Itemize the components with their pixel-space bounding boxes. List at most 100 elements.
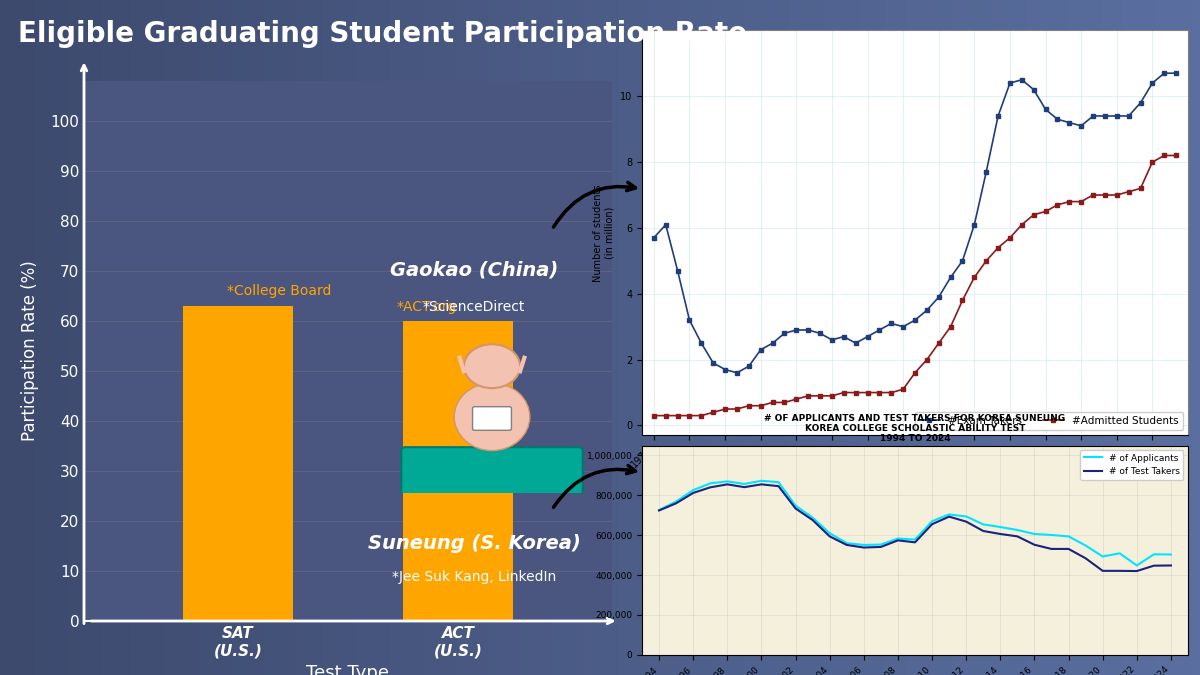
# of Applicants bbox=[1096, 552, 1110, 560]
#Admitted Students bbox=[848, 389, 863, 397]
#Admitted Students bbox=[730, 405, 744, 413]
# of Test Takers bbox=[890, 537, 905, 545]
#Admitted Students bbox=[1169, 151, 1183, 159]
#Admitted Students bbox=[647, 412, 661, 420]
#Admitted Students bbox=[991, 244, 1006, 252]
#Exam Takers bbox=[979, 168, 994, 176]
FancyBboxPatch shape bbox=[401, 448, 583, 496]
#Exam Takers bbox=[730, 369, 744, 377]
# of Applicants bbox=[1044, 531, 1058, 539]
#Exam Takers bbox=[766, 339, 780, 347]
# of Test Takers bbox=[942, 512, 956, 520]
#Exam Takers bbox=[991, 112, 1006, 120]
# of Test Takers bbox=[737, 483, 751, 491]
# of Applicants bbox=[703, 479, 718, 487]
# of Test Takers bbox=[772, 482, 786, 490]
#Exam Takers bbox=[848, 339, 863, 347]
#Exam Takers bbox=[790, 326, 804, 334]
#Admitted Students bbox=[1026, 211, 1040, 219]
#Admitted Students bbox=[1157, 151, 1171, 159]
#Admitted Students bbox=[860, 389, 875, 397]
#Exam Takers bbox=[1145, 79, 1159, 87]
#Exam Takers bbox=[1110, 112, 1124, 120]
# of Applicants bbox=[925, 517, 940, 525]
Bar bbox=[182, 306, 293, 621]
#Exam Takers bbox=[694, 339, 708, 347]
#Exam Takers bbox=[955, 256, 970, 265]
Line: # of Applicants: # of Applicants bbox=[659, 481, 1171, 566]
#Admitted Students bbox=[812, 392, 827, 400]
# of Test Takers bbox=[755, 481, 769, 489]
#Exam Takers bbox=[943, 273, 958, 281]
# of Test Takers bbox=[1096, 567, 1110, 575]
#Exam Takers bbox=[860, 333, 875, 341]
# of Applicants bbox=[1129, 562, 1144, 570]
Text: *Jee Suk Kang, LinkedIn: *Jee Suk Kang, LinkedIn bbox=[392, 570, 556, 584]
Bar bbox=[403, 321, 514, 621]
Text: *ScienceDirect: *ScienceDirect bbox=[422, 300, 526, 314]
#Admitted Students bbox=[671, 412, 685, 420]
# of Applicants bbox=[1079, 541, 1093, 549]
Title: # OF APPLICANTS AND TEST TAKERS FOR KOREA SUNEUNG
KOREA COLLEGE SCHOLASTIC ABILI: # OF APPLICANTS AND TEST TAKERS FOR KORE… bbox=[764, 414, 1066, 443]
#Admitted Students bbox=[1133, 184, 1147, 192]
#Admitted Students bbox=[1098, 191, 1112, 199]
#Admitted Students bbox=[1074, 198, 1088, 206]
#Exam Takers bbox=[1133, 99, 1147, 107]
# of Test Takers bbox=[1147, 562, 1162, 570]
X-axis label: Test Type: Test Type bbox=[306, 664, 390, 675]
#Exam Takers bbox=[1038, 105, 1052, 113]
# of Test Takers bbox=[976, 527, 990, 535]
# of Test Takers bbox=[1027, 541, 1042, 549]
#Admitted Students bbox=[1122, 188, 1136, 196]
# of Test Takers bbox=[720, 481, 734, 489]
#Admitted Students bbox=[836, 389, 851, 397]
# of Test Takers bbox=[994, 530, 1008, 538]
Line: #Exam Takers: #Exam Takers bbox=[652, 71, 1178, 375]
# of Applicants bbox=[755, 477, 769, 485]
#Exam Takers bbox=[647, 234, 661, 242]
Legend: # of Applicants, # of Test Takers: # of Applicants, # of Test Takers bbox=[1080, 450, 1183, 480]
Text: *ACT.org: *ACT.org bbox=[396, 300, 456, 313]
# of Test Takers bbox=[925, 520, 940, 529]
#Exam Takers bbox=[872, 326, 887, 334]
#Exam Takers bbox=[1169, 69, 1183, 77]
#Admitted Students bbox=[754, 402, 768, 410]
# of Applicants bbox=[942, 510, 956, 518]
Y-axis label: Participation Rate (%): Participation Rate (%) bbox=[22, 261, 40, 441]
#Exam Takers bbox=[1003, 79, 1018, 87]
# of Applicants bbox=[772, 478, 786, 486]
# of Test Takers bbox=[1061, 545, 1075, 553]
#Admitted Students bbox=[1062, 198, 1076, 206]
#Admitted Students bbox=[896, 385, 911, 394]
#Admitted Students bbox=[1145, 158, 1159, 166]
#Admitted Students bbox=[683, 412, 697, 420]
#Exam Takers bbox=[1026, 86, 1040, 94]
# of Applicants bbox=[822, 529, 836, 537]
# of Test Takers bbox=[668, 500, 683, 508]
#Admitted Students bbox=[778, 398, 792, 406]
# of Test Takers bbox=[1010, 533, 1025, 541]
#Admitted Students bbox=[908, 369, 923, 377]
# of Applicants bbox=[874, 541, 888, 549]
#Exam Takers bbox=[1015, 76, 1030, 84]
#Admitted Students bbox=[1050, 201, 1064, 209]
# of Test Takers bbox=[805, 516, 820, 524]
# of Test Takers bbox=[788, 504, 803, 512]
#Exam Takers bbox=[1157, 69, 1171, 77]
#Exam Takers bbox=[919, 306, 934, 315]
Legend: #Exam Takers, #Admitted Students: #Exam Takers, #Admitted Students bbox=[914, 412, 1183, 430]
#Admitted Students bbox=[979, 256, 994, 265]
# of Test Takers bbox=[840, 541, 854, 549]
# of Applicants bbox=[840, 539, 854, 547]
# of Test Takers bbox=[874, 543, 888, 551]
# of Applicants bbox=[737, 480, 751, 488]
# of Applicants bbox=[652, 506, 666, 514]
# of Test Takers bbox=[822, 533, 836, 541]
# of Applicants bbox=[686, 486, 701, 494]
#Exam Takers bbox=[931, 293, 946, 301]
#Admitted Students bbox=[718, 405, 732, 413]
# of Test Takers bbox=[959, 518, 973, 526]
Text: Eligible Graduating Student Participation Rate: Eligible Graduating Student Participatio… bbox=[18, 20, 746, 48]
#Exam Takers bbox=[800, 326, 815, 334]
X-axis label: Year: Year bbox=[904, 475, 926, 485]
